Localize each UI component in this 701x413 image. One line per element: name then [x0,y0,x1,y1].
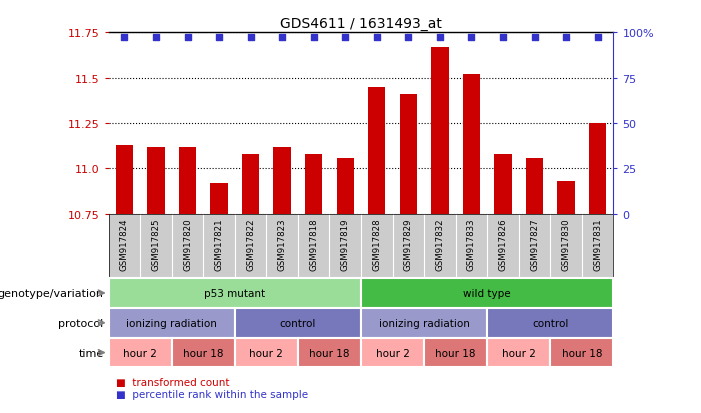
Point [119,34,130,41]
Text: GSM917828: GSM917828 [372,218,381,270]
Point [308,34,320,41]
Point [466,34,477,41]
Text: GSM917822: GSM917822 [246,218,255,270]
Bar [400,95,417,214]
Text: hour 18: hour 18 [183,348,224,358]
Text: hour 18: hour 18 [562,348,602,358]
Bar [109,308,235,338]
Text: GSM917829: GSM917829 [404,218,413,270]
Text: GSM917819: GSM917819 [341,218,350,270]
Bar [368,88,386,214]
Text: genotype/variation: genotype/variation [0,288,104,298]
Point [561,34,572,41]
Bar [305,154,322,214]
Point [592,34,604,41]
Text: ionizing radiation: ionizing radiation [379,318,470,328]
Text: GSM917831: GSM917831 [593,218,602,270]
Point [277,34,288,41]
Bar [361,308,487,338]
Text: GSM917820: GSM917820 [183,218,192,270]
Text: GSM917833: GSM917833 [467,218,476,270]
Bar [109,278,361,308]
Text: wild type: wild type [463,288,511,298]
Text: GSM917832: GSM917832 [435,218,444,270]
Bar [589,123,606,214]
Point [372,34,383,41]
Bar [550,338,613,368]
Bar [235,338,298,368]
Point [214,34,225,41]
Bar [526,158,543,214]
Text: ■  transformed count: ■ transformed count [116,377,229,387]
Bar [172,338,235,368]
Point [340,34,351,41]
Point [435,34,446,41]
Text: control: control [280,318,316,328]
Text: time: time [79,348,104,358]
Bar [210,183,228,214]
Text: protocol: protocol [58,318,104,328]
Text: p53 mutant: p53 mutant [204,288,266,298]
Bar [361,338,424,368]
Text: GSM917818: GSM917818 [309,218,318,270]
Text: GSM917823: GSM917823 [278,218,287,270]
Text: GSM917830: GSM917830 [562,218,571,270]
Bar [273,147,291,214]
Bar [463,75,480,214]
Title: GDS4611 / 1631493_at: GDS4611 / 1631493_at [280,17,442,31]
Bar [179,147,196,214]
Bar [494,154,512,214]
Text: GSM917821: GSM917821 [215,218,224,270]
Text: GSM917825: GSM917825 [151,218,161,270]
Text: hour 2: hour 2 [376,348,409,358]
Point [151,34,162,41]
Bar [235,308,361,338]
Text: ■  percentile rank within the sample: ■ percentile rank within the sample [116,389,308,399]
Bar [336,158,354,214]
Text: hour 18: hour 18 [435,348,476,358]
Bar [487,308,613,338]
Text: GSM917827: GSM917827 [530,218,539,270]
Text: hour 18: hour 18 [309,348,350,358]
Text: GSM917826: GSM917826 [498,218,508,270]
Bar [487,338,550,368]
Bar [242,154,259,214]
Point [403,34,414,41]
Point [182,34,193,41]
Text: ionizing radiation: ionizing radiation [126,318,217,328]
Bar [361,278,613,308]
Point [245,34,257,41]
Point [498,34,509,41]
Bar [424,338,487,368]
Text: hour 2: hour 2 [123,348,157,358]
Bar [431,47,449,214]
Bar [147,147,165,214]
Text: hour 2: hour 2 [250,348,283,358]
Bar [109,338,172,368]
Bar [116,145,133,214]
Text: GSM917824: GSM917824 [120,218,129,270]
Text: hour 2: hour 2 [502,348,536,358]
Bar [298,338,361,368]
Bar [557,182,575,214]
Point [529,34,540,41]
Text: control: control [532,318,569,328]
